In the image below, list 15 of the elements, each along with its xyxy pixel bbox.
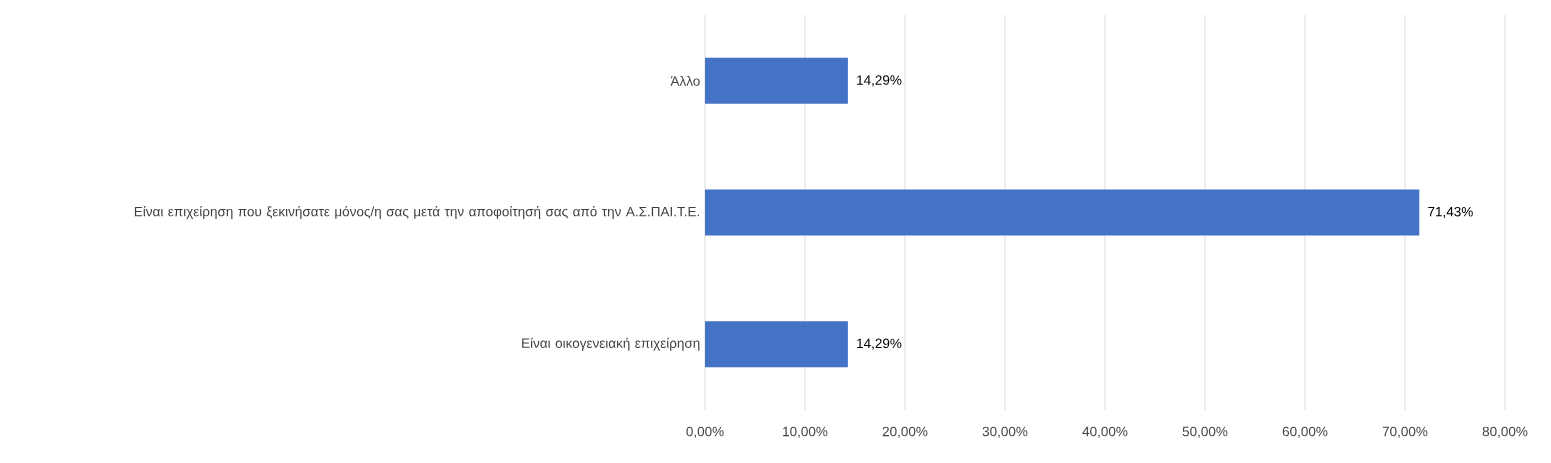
x-tick-label: 70,00% <box>1382 426 1428 438</box>
x-tick-label: 10,00% <box>783 426 828 438</box>
data-label: 71,43% <box>1428 206 1473 219</box>
data-label: 14,29% <box>857 338 902 350</box>
x-tick-label: 0,00% <box>686 426 724 438</box>
x-tick-label: 30,00% <box>982 426 1028 438</box>
x-tick-label: 20,00% <box>882 426 928 438</box>
x-tick-label: 60,00% <box>1282 426 1328 438</box>
y-tick-label: Είναι οικογενειακή επιχείρηση <box>522 337 700 351</box>
y-tick-label: Άλλο <box>670 75 700 86</box>
x-tick-label: 40,00% <box>1082 426 1128 438</box>
x-tick-label: 80,00% <box>1482 426 1528 438</box>
x-tick-label: 50,00% <box>1182 426 1228 438</box>
data-label: 14,29% <box>857 75 902 87</box>
y-tick-label: Είναι επιχείρηση που ξεκινήσατε μόνος/η σας μετά την αποφοίτησή σας από την Α.Σ.ΠΑΙ.Τ.Ε. <box>134 206 700 219</box>
